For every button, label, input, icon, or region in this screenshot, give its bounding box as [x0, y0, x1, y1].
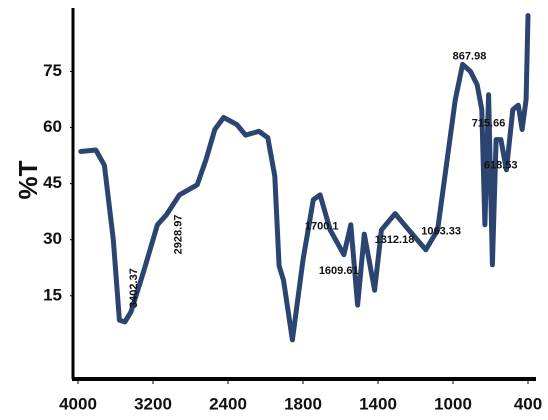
y-tick-label: 75 [43, 61, 62, 80]
y-axis-label: %T [13, 160, 43, 199]
x-tick-label: 400 [514, 394, 542, 413]
x-tick-label: 1400 [359, 394, 397, 413]
peak-label: 1063.33 [421, 226, 461, 238]
peak-label: 1700.1 [305, 221, 339, 233]
x-tick-label: 2400 [209, 394, 247, 413]
x-tick-label: 4000 [59, 394, 97, 413]
x-tick-label: 3200 [134, 394, 172, 413]
peak-label: 2928.97 [172, 215, 184, 255]
peak-label: 1609.61 [319, 265, 359, 277]
peak-label: 867.98 [453, 51, 487, 63]
peak-label: 715.66 [472, 117, 506, 129]
y-tick-label: 45 [43, 173, 62, 192]
peak-label: 1312.18 [375, 234, 415, 246]
spectrum-line [78, 13, 531, 343]
x-tick-label: 1000 [434, 394, 472, 413]
y-tick-label: 15 [43, 285, 62, 304]
peak-label: 3402.37 [128, 268, 140, 308]
y-tick-label: 30 [43, 229, 62, 248]
x-tick-label: 1800 [284, 394, 322, 413]
y-tick-label: 60 [43, 117, 62, 136]
peak-label: 618.53 [484, 159, 518, 171]
